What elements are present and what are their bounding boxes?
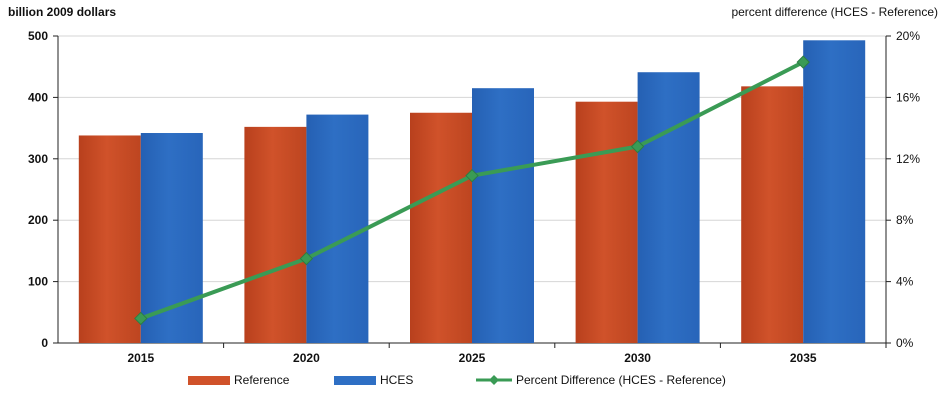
legend-marker-swatch — [489, 375, 499, 385]
legend-item-reference: Reference — [188, 373, 290, 387]
hces-bar — [140, 133, 203, 343]
reference-bar — [575, 101, 638, 343]
percent-difference-point — [796, 55, 810, 69]
legend-label: HCES — [380, 373, 413, 387]
x-tick-label: 2025 — [459, 351, 486, 365]
right-tick-label: 16% — [896, 90, 920, 104]
left-tick-label: 100 — [28, 275, 48, 289]
hces-bar — [472, 88, 534, 343]
right-tick-label: 12% — [896, 152, 920, 166]
legend-swatch — [188, 376, 230, 385]
left-axis-label: billion 2009 dollars — [8, 5, 116, 19]
reference-bar — [78, 135, 141, 343]
left-tick-label: 300 — [28, 152, 48, 166]
left-tick-label: 200 — [28, 213, 48, 227]
x-tick-label: 2020 — [293, 351, 320, 365]
left-tick-label: 0 — [41, 336, 48, 350]
percent-difference-point — [465, 168, 479, 183]
legend-label: Reference — [234, 373, 290, 387]
hces-bar — [637, 72, 700, 343]
reference-bar — [741, 86, 804, 344]
left-tick-label: 400 — [28, 90, 48, 104]
left-tick-label: 500 — [28, 29, 48, 43]
percent-difference-point — [630, 139, 645, 154]
right-tick-label: 20% — [896, 29, 920, 43]
hces-bar — [306, 114, 369, 343]
percent-difference-point — [134, 311, 148, 326]
right-tick-label: 4% — [896, 275, 914, 289]
hces-bar — [803, 40, 866, 343]
x-tick-label: 2035 — [790, 351, 817, 365]
x-tick-label: 2030 — [624, 351, 651, 365]
x-tick-label: 2015 — [127, 351, 154, 365]
reference-bar — [244, 126, 307, 343]
legend-label: Percent Difference (HCES - Reference) — [516, 373, 726, 387]
legend-item-percent-difference: Percent Difference (HCES - Reference) — [476, 373, 726, 387]
legend-swatch — [334, 376, 376, 385]
percent-difference-point — [299, 251, 314, 266]
legend-item-hces: HCES — [334, 373, 413, 387]
reference-bar — [410, 112, 472, 343]
right-axis-label: percent difference (HCES - Reference) — [731, 5, 938, 19]
right-tick-label: 8% — [896, 213, 914, 227]
right-tick-label: 0% — [896, 336, 914, 350]
